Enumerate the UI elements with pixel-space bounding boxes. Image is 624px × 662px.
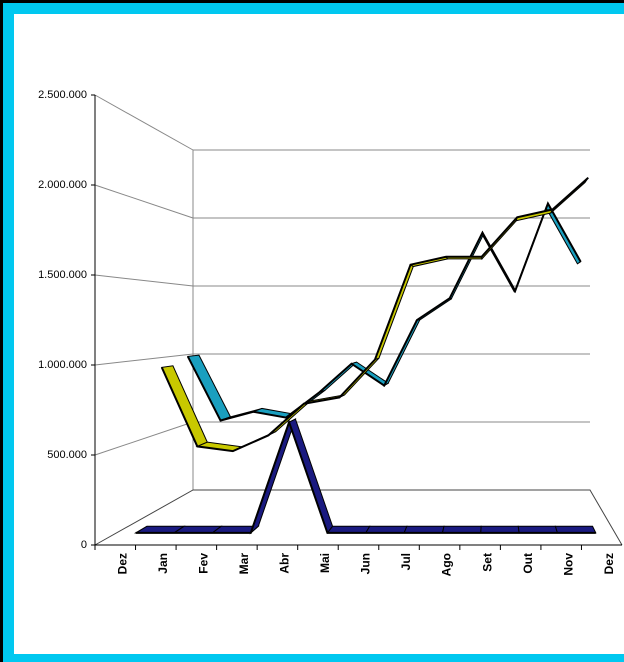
y-tick-label: 1.500.000	[38, 269, 87, 281]
grid-line	[94, 274, 194, 287]
x-tick-label: Jun	[359, 553, 373, 574]
ribbon-segment	[187, 354, 232, 422]
grid-line	[94, 421, 194, 456]
chart-area	[14, 14, 624, 654]
y-tick-label: 0	[81, 539, 87, 551]
y-tick-label: 2.500.000	[38, 89, 87, 101]
y-tick-label: 2.000.000	[38, 179, 87, 191]
x-tick-label: Nov	[561, 553, 575, 576]
x-tick-label: Abr	[278, 553, 292, 574]
y-tick-label: 1.000.000	[38, 359, 87, 371]
x-tick-label: Fev	[197, 553, 211, 574]
x-tick-label: Mar	[237, 553, 251, 575]
x-tick-label: Mai	[318, 553, 332, 573]
x-tick-label: Ago	[440, 553, 454, 576]
x-tick-label: Jul	[399, 553, 413, 570]
x-tick-label: Dez	[115, 553, 129, 574]
series-line	[160, 177, 589, 453]
series-line	[135, 419, 596, 534]
grid-line	[94, 94, 194, 151]
grid-line	[94, 184, 194, 219]
grid-line	[94, 353, 194, 366]
floor	[94, 489, 623, 546]
y-tick-label: 500.000	[47, 449, 87, 461]
x-tick-label: Jan	[156, 553, 170, 574]
x-tick-label: Set	[480, 553, 494, 572]
x-tick-label: Dez	[602, 553, 616, 574]
series-line	[186, 201, 582, 422]
x-tick-label: Out	[521, 553, 535, 574]
ribbon-segment	[288, 418, 334, 534]
